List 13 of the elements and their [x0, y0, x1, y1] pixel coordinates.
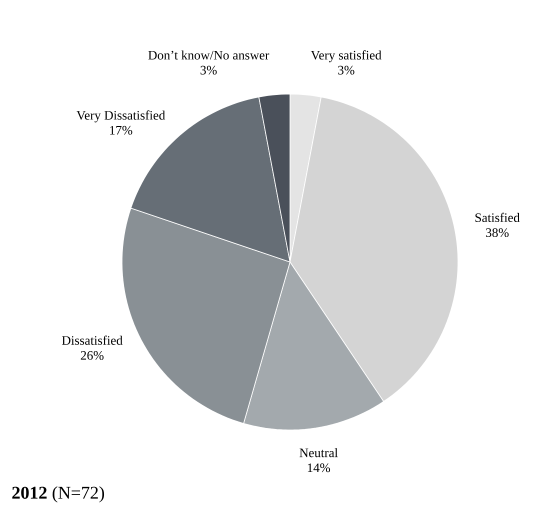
slice-label: Very Dissatisfied [76, 110, 166, 122]
slice-label: Very satisfied [310, 50, 382, 62]
data-label: 17% [110, 126, 132, 135]
slice-label: Satisfied [475, 212, 520, 222]
data-label: 14% [308, 463, 330, 472]
slice-label: Neutral [300, 448, 338, 458]
slice-label: Dissatisfied [62, 336, 123, 345]
data-label: 3% [200, 66, 217, 75]
data-label: 3% [338, 66, 354, 75]
data-label: 38% [486, 228, 509, 238]
slice-label: Don’t know/No answer [148, 50, 270, 60]
data-label: 26% [80, 351, 104, 360]
text: 2012 (N=72) [12, 486, 104, 502]
